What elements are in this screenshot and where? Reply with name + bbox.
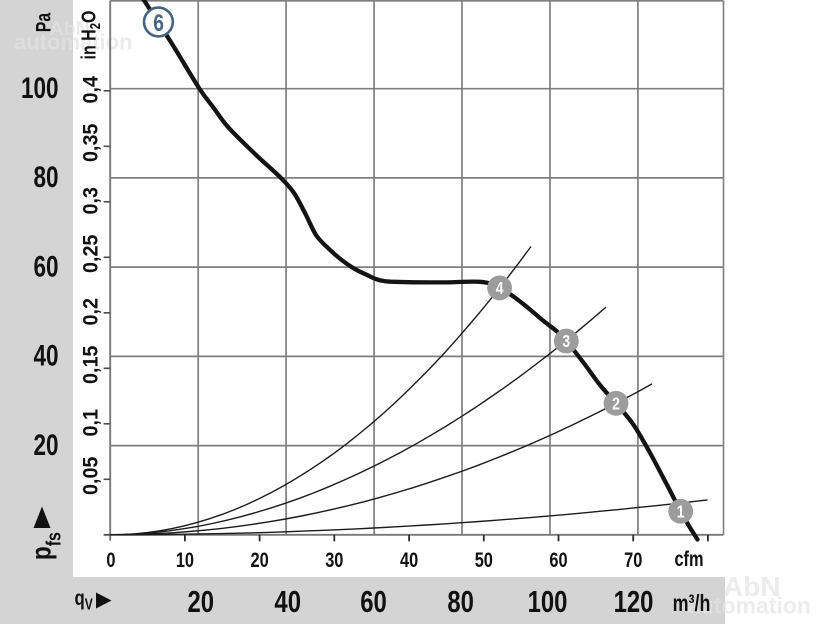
svg-text:0: 0 [106,549,115,573]
svg-text:0,15: 0,15 [79,346,103,384]
svg-text:6: 6 [153,9,164,37]
svg-text:0,05: 0,05 [79,457,103,495]
svg-text:m³/h: m³/h [673,591,711,617]
svg-text:Pa: Pa [31,12,55,32]
svg-text:automation: automation [14,30,133,55]
svg-text:0,35: 0,35 [79,124,103,162]
svg-text:0,3: 0,3 [79,187,103,214]
svg-text:80: 80 [33,160,58,194]
svg-text:60: 60 [360,584,387,619]
svg-text:100: 100 [21,71,59,105]
svg-text:60: 60 [549,549,567,573]
svg-text:70: 70 [624,549,642,573]
svg-text:AbN: AbN [50,18,90,40]
svg-text:cfm: cfm [674,548,703,572]
svg-text:80: 80 [447,584,474,619]
svg-text:60: 60 [33,249,58,283]
svg-text:automation: automation [687,593,811,619]
svg-text:0,4: 0,4 [79,76,103,104]
svg-text:120: 120 [614,584,654,619]
svg-text:40: 40 [33,339,58,373]
svg-text:AbN: AbN [723,571,781,602]
svg-text:10: 10 [176,549,194,573]
svg-text:100: 100 [528,584,568,619]
svg-text:20: 20 [188,584,215,619]
svg-text:3: 3 [562,333,570,352]
svg-text:40: 40 [274,584,301,619]
svg-text:AbN: AbN [723,571,781,602]
svg-text:30: 30 [325,549,343,573]
svg-text:0,2: 0,2 [79,298,103,325]
svg-text:20: 20 [251,549,269,573]
svg-text:0,1: 0,1 [79,409,103,436]
svg-text:AbN: AbN [50,18,90,40]
svg-text:4: 4 [496,280,504,299]
svg-text:0,25: 0,25 [79,235,103,273]
svg-text:1: 1 [677,503,685,522]
svg-text:50: 50 [475,549,493,573]
svg-text:automation: automation [687,593,811,619]
svg-text:in H2O: in H2O [77,11,104,60]
svg-text:2: 2 [612,395,620,414]
svg-text:automation: automation [14,30,133,55]
svg-text:40: 40 [400,549,418,573]
svg-text:20: 20 [33,428,58,462]
